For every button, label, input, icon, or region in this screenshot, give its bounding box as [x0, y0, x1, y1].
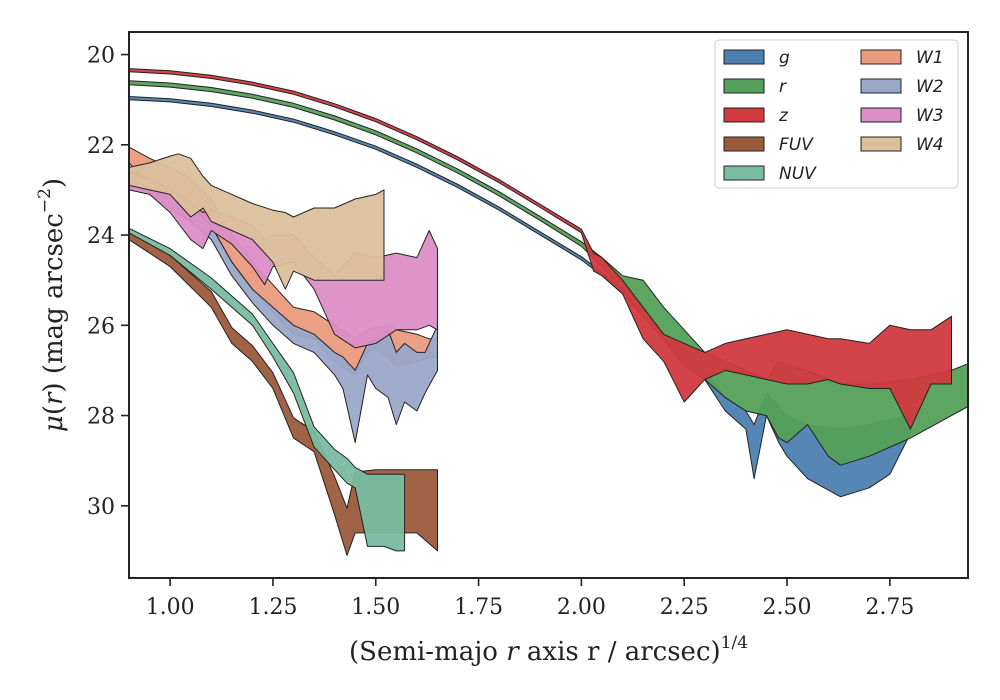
legend-label: W4 — [916, 135, 944, 155]
legend-label: W2 — [916, 77, 944, 97]
y-tick-label: 30 — [87, 495, 115, 520]
band-w2 — [129, 169, 438, 444]
legend-item-w1: W1 — [860, 48, 944, 68]
legend-item-w4: W4 — [860, 135, 944, 155]
y-axis-title-r: r — [39, 391, 69, 405]
legend-swatch — [860, 78, 902, 94]
x-axis-title: (Semi-majo r axis r / arcsec)1/4 — [349, 633, 748, 667]
x-axis-title-main: (Semi-majo — [349, 637, 498, 667]
x-tick-label: 1.00 — [146, 595, 195, 620]
y-axis-title-rest: ) (mag arcsec — [39, 213, 69, 392]
legend-item-g: g — [723, 48, 790, 68]
legend-item-w2: W2 — [860, 77, 944, 97]
legend-item-r: r — [723, 77, 787, 97]
legend-swatch — [723, 78, 765, 94]
legend-item-nuv: NUV — [723, 164, 817, 184]
y-tick-label: 22 — [87, 134, 115, 159]
x-axis-title-rest: axis r / arcsec) — [519, 637, 721, 667]
y-axis-title-paren: ( — [39, 405, 69, 415]
legend-label: FUV — [779, 135, 814, 155]
x-axis-title-sup: 1/4 — [721, 633, 748, 653]
legend-swatch — [860, 49, 902, 65]
series-layer — [129, 68, 968, 556]
legend-label: z — [778, 106, 789, 126]
legend-item-w3: W3 — [860, 106, 944, 126]
band-z — [129, 68, 952, 430]
legend-label: r — [779, 77, 787, 97]
legend-swatch — [723, 107, 765, 123]
legend-label: g — [779, 48, 790, 68]
legend: grz FUV NUV W1 W2 W3 W4 — [714, 39, 959, 189]
x-tick-label: 2.00 — [557, 595, 606, 620]
legend-swatch — [860, 107, 902, 123]
x-axis-title-var: r — [506, 637, 520, 667]
legend-label: W3 — [916, 106, 944, 126]
legend-label: NUV — [779, 164, 817, 184]
x-tick-label: 2.25 — [660, 595, 709, 620]
y-tick-label: 24 — [87, 224, 115, 249]
x-tick-label: 2.75 — [865, 595, 914, 620]
axes-layer: 1.00 1.25 1.50 1.75 2.00 2.25 2.50 2.75 20 22 24 26… — [87, 31, 969, 620]
band-nuv — [129, 227, 406, 552]
x-tick-label: 2.50 — [763, 595, 812, 620]
legend-swatch — [723, 165, 765, 181]
band-r — [129, 80, 968, 466]
legend-item-fuv: FUV — [723, 135, 814, 155]
y-axis-title-sup: −2 — [35, 188, 55, 213]
y-axis-title-mu: μ — [39, 415, 69, 432]
legend-label: W1 — [916, 48, 944, 68]
x-tick-label: 1.75 — [454, 595, 503, 620]
x-tick-label: 1.50 — [351, 595, 400, 620]
legend-item-z: z — [723, 106, 789, 126]
band-w4 — [129, 153, 385, 290]
y-axis-title-close: ) — [39, 178, 69, 188]
legend-swatch — [723, 136, 765, 152]
legend-swatch — [860, 136, 902, 152]
y-tick-label: 26 — [87, 314, 115, 339]
x-tick-label: 1.25 — [248, 595, 297, 620]
legend-swatch — [723, 49, 765, 65]
y-axis-title: μ(r) (mag arcsec−2) — [35, 178, 69, 432]
y-tick-label: 20 — [87, 44, 115, 69]
axes-frame — [128, 31, 969, 579]
y-tick-label: 28 — [87, 405, 115, 430]
